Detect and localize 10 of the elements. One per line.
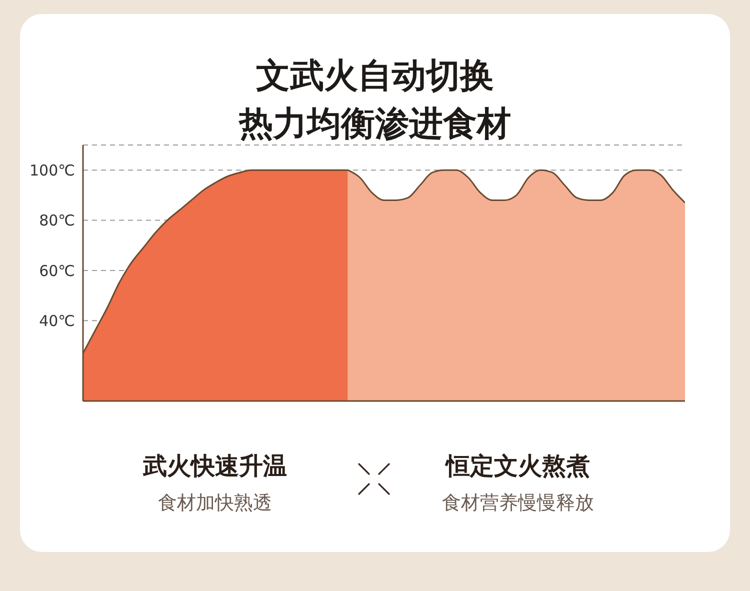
y-tick-label: 80℃ [39, 212, 75, 230]
text: 食材营养慢慢释放 [441, 491, 595, 516]
text: 武火快速升温 [142, 451, 288, 482]
y-tick-label: 60℃ [39, 262, 75, 280]
y-tick-label: 100℃ [30, 161, 75, 180]
text: 恒定文火熬煮 [444, 451, 591, 482]
chart-title: 文武火自动切换 [255, 55, 495, 98]
chart-subtitle: 热力均衡渗进食材 [238, 103, 512, 146]
y-tick-label: 40℃ [39, 312, 75, 330]
text: 食材加快熟透 [157, 491, 273, 516]
